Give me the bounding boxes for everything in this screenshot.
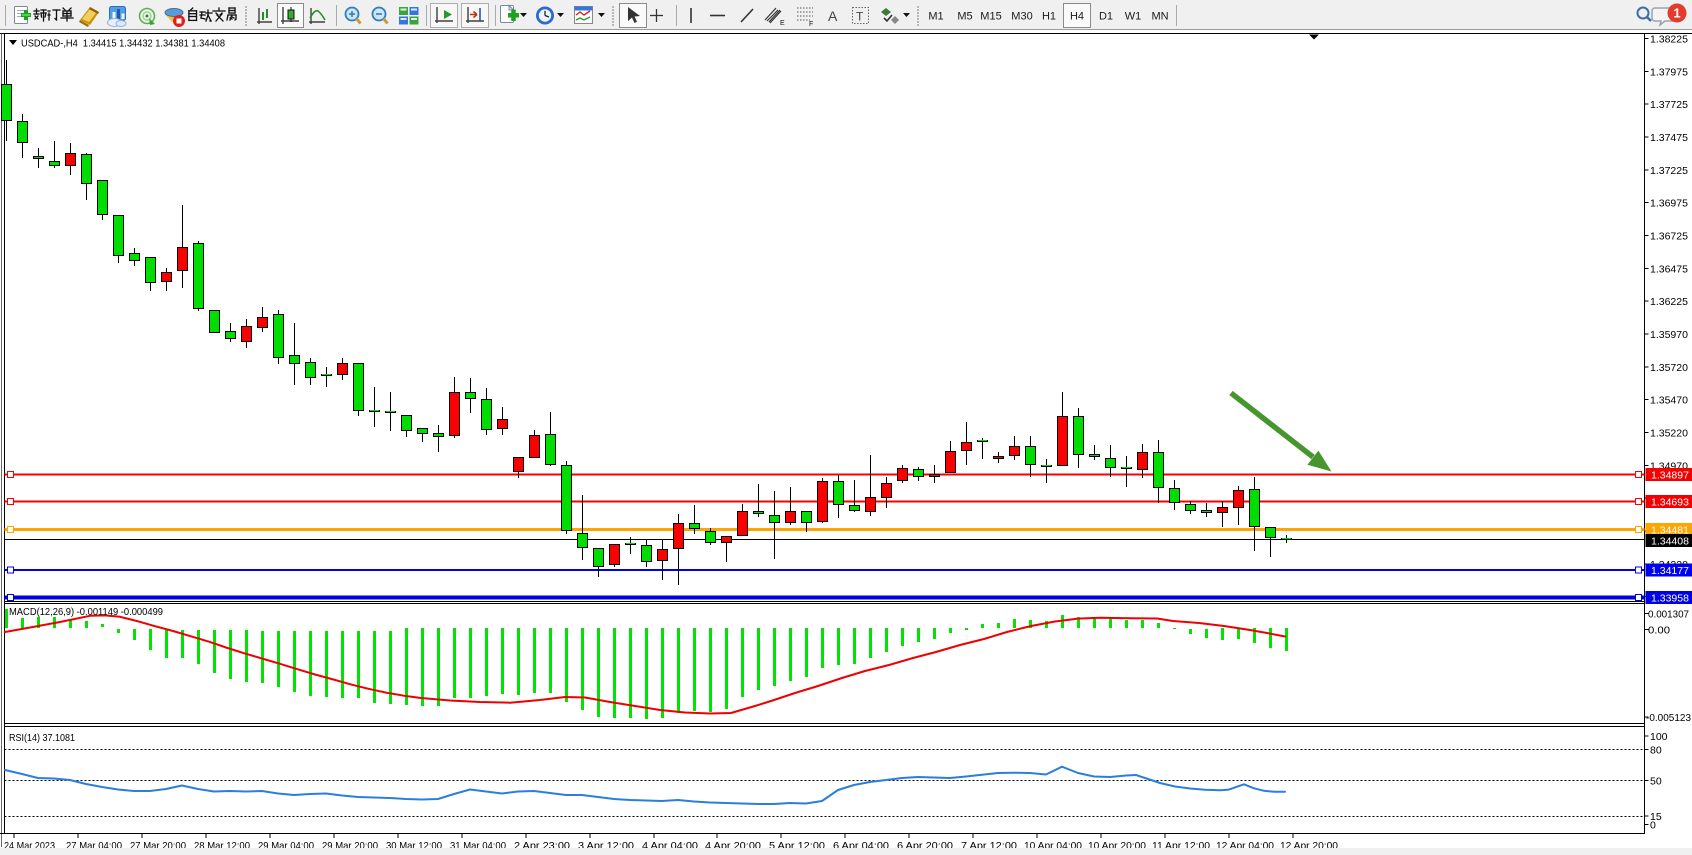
svg-text:-0.005123: -0.005123 bbox=[1646, 712, 1691, 724]
svg-text:1.35220: 1.35220 bbox=[1650, 428, 1688, 440]
svg-text:1.34481: 1.34481 bbox=[1651, 525, 1689, 537]
svg-text:1.34693: 1.34693 bbox=[1651, 497, 1689, 509]
svg-text:F: F bbox=[809, 21, 813, 28]
svg-text:MN: MN bbox=[1151, 11, 1168, 23]
svg-text:RSI(14) 37.1081: RSI(14) 37.1081 bbox=[9, 732, 75, 744]
svg-text:M30: M30 bbox=[1011, 11, 1032, 23]
svg-text:E: E bbox=[780, 20, 785, 27]
svg-text:A: A bbox=[828, 8, 838, 24]
svg-text:1.36725: 1.36725 bbox=[1650, 231, 1688, 243]
svg-text:1.35970: 1.35970 bbox=[1650, 329, 1688, 341]
svg-text:USDCAD-,H4 1.34415 1.34432 1.: USDCAD-,H4 1.34415 1.34432 1.34381 1.344… bbox=[21, 38, 225, 50]
svg-text:15: 15 bbox=[1650, 811, 1662, 823]
svg-text:1: 1 bbox=[1673, 6, 1680, 21]
svg-text:M5: M5 bbox=[957, 11, 972, 23]
svg-text:1.36975: 1.36975 bbox=[1650, 198, 1688, 210]
svg-text:1.34408: 1.34408 bbox=[1651, 536, 1689, 548]
svg-text:H4: H4 bbox=[1070, 11, 1084, 23]
svg-text:D1: D1 bbox=[1099, 11, 1113, 23]
svg-text:1.36475: 1.36475 bbox=[1650, 263, 1688, 275]
svg-text:W1: W1 bbox=[1125, 11, 1142, 23]
svg-text:50: 50 bbox=[1650, 776, 1662, 788]
svg-text:1.37475: 1.37475 bbox=[1650, 132, 1688, 144]
svg-text:T: T bbox=[856, 10, 864, 24]
svg-text:1.36225: 1.36225 bbox=[1650, 296, 1688, 308]
svg-text:1.37225: 1.37225 bbox=[1650, 165, 1688, 177]
svg-text:0: 0 bbox=[1650, 820, 1656, 832]
svg-text:H1: H1 bbox=[1042, 11, 1056, 23]
svg-text:0.001307: 0.001307 bbox=[1648, 609, 1689, 621]
svg-text:0.00: 0.00 bbox=[1648, 625, 1670, 637]
svg-text:100: 100 bbox=[1650, 731, 1668, 743]
svg-text:1.33958: 1.33958 bbox=[1651, 593, 1689, 605]
svg-text:1.34177: 1.34177 bbox=[1651, 565, 1689, 577]
svg-text:MACD(12,26,9) -0.001149 -0.000: MACD(12,26,9) -0.001149 -0.000499 bbox=[9, 606, 163, 618]
svg-text:M1: M1 bbox=[928, 11, 943, 23]
svg-text:1.37725: 1.37725 bbox=[1650, 99, 1688, 111]
svg-text:1.34897: 1.34897 bbox=[1651, 470, 1689, 482]
svg-text:80: 80 bbox=[1650, 745, 1662, 757]
svg-text:1.35720: 1.35720 bbox=[1650, 362, 1688, 374]
svg-text:M15: M15 bbox=[980, 11, 1001, 23]
svg-text:1.38225: 1.38225 bbox=[1650, 34, 1688, 46]
svg-text:1.37975: 1.37975 bbox=[1650, 66, 1688, 78]
svg-text:1.35470: 1.35470 bbox=[1650, 395, 1688, 407]
